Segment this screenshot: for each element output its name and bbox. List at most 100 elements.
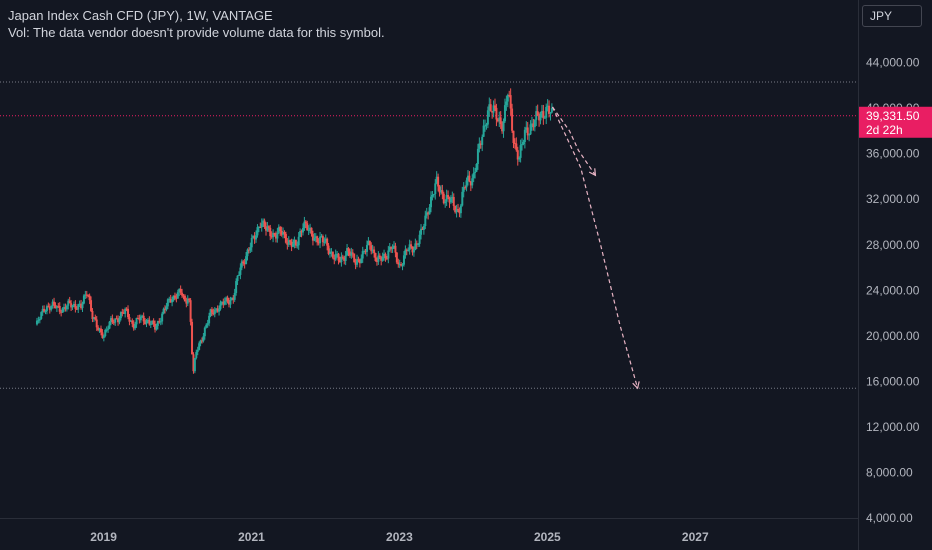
candle-body xyxy=(454,205,457,213)
candle-body xyxy=(486,110,489,125)
candle-body xyxy=(88,295,91,301)
candle-body xyxy=(85,294,88,296)
candle-body xyxy=(215,308,218,310)
candle-body xyxy=(68,300,71,304)
candle-body xyxy=(292,243,295,247)
candle-body xyxy=(276,232,279,239)
candle-body xyxy=(306,223,309,231)
candle-body xyxy=(247,249,250,251)
candle-body xyxy=(80,303,83,309)
candle-body xyxy=(125,308,128,310)
candle-body xyxy=(171,299,174,303)
candle-body xyxy=(512,130,515,143)
candle-body xyxy=(488,104,491,111)
candle-body xyxy=(91,310,94,320)
candle-body xyxy=(499,117,502,124)
projection-path xyxy=(552,106,596,176)
candle-body xyxy=(482,125,485,137)
candle-body xyxy=(404,249,407,256)
candle-body xyxy=(437,176,440,187)
candle-body xyxy=(152,320,155,325)
candle-body xyxy=(149,323,152,325)
candle-body xyxy=(321,236,324,243)
candle-body xyxy=(351,252,354,254)
candle-body xyxy=(225,297,228,302)
candle-body xyxy=(111,318,114,323)
projection-path xyxy=(551,106,639,389)
y-tick-label: 16,000.00 xyxy=(866,374,920,388)
candle-body xyxy=(48,306,51,310)
candle-body xyxy=(293,239,296,244)
candle-body xyxy=(475,163,478,172)
candle-body xyxy=(185,301,188,304)
candle-body xyxy=(519,145,522,158)
currency-button[interactable]: JPY xyxy=(862,5,922,27)
candle-body xyxy=(45,306,48,311)
y-tick-label: 32,000.00 xyxy=(866,192,920,206)
candle-body xyxy=(105,329,108,331)
candle-body xyxy=(65,305,68,310)
candle-body xyxy=(539,113,542,121)
candle-body xyxy=(198,343,201,350)
candle-body xyxy=(176,292,179,299)
candle-body xyxy=(166,299,169,307)
candle-body xyxy=(381,256,384,261)
candle-body xyxy=(63,307,66,309)
y-tick-label: 36,000.00 xyxy=(866,147,920,161)
candle-body xyxy=(501,123,504,132)
candle-body xyxy=(474,171,477,173)
candle-body xyxy=(183,295,186,302)
candle-body xyxy=(445,194,448,202)
candle-body xyxy=(296,245,299,247)
candle-body xyxy=(158,321,161,323)
candle-body xyxy=(189,300,192,322)
candle-body xyxy=(508,95,511,97)
candle-body xyxy=(444,201,447,204)
candle-body xyxy=(438,186,441,193)
candle-body xyxy=(235,281,238,293)
candle-body xyxy=(300,230,303,233)
candle-body xyxy=(526,127,529,136)
projection-paths xyxy=(551,106,640,390)
candle-body xyxy=(418,234,421,244)
candle-body xyxy=(513,142,516,144)
candle-body xyxy=(465,180,468,188)
candle-body xyxy=(37,320,40,322)
candle-body xyxy=(112,322,115,324)
candle-body xyxy=(448,197,451,203)
candle-body xyxy=(481,136,484,145)
candle-body xyxy=(169,298,172,303)
candle-body xyxy=(279,227,282,232)
candle-body xyxy=(432,194,435,196)
candle-body xyxy=(367,241,370,246)
candle-body xyxy=(425,212,428,216)
candle-body xyxy=(388,246,391,251)
candle-body xyxy=(74,303,77,309)
candle-body xyxy=(255,235,258,240)
candle-body xyxy=(374,253,377,262)
candle-body xyxy=(262,220,265,224)
y-tick-label: 44,000.00 xyxy=(866,56,920,70)
candle-body xyxy=(357,259,360,261)
candle-body xyxy=(104,329,107,336)
last-price-value: 39,331.50 xyxy=(866,109,920,123)
candle-body xyxy=(200,340,203,342)
candle-body xyxy=(385,258,388,260)
candle-body xyxy=(94,317,97,320)
candle-body xyxy=(131,320,134,324)
candle-body xyxy=(114,318,117,323)
candle-body xyxy=(192,354,195,372)
candle-body xyxy=(549,112,552,114)
candle-body xyxy=(395,252,398,263)
candle-body xyxy=(118,318,121,323)
candle-body xyxy=(182,295,185,297)
candle-body xyxy=(370,245,373,252)
candle-body xyxy=(233,292,236,300)
y-tick-label: 24,000.00 xyxy=(866,283,920,297)
candle-body xyxy=(410,244,413,247)
candle-body xyxy=(471,178,474,186)
candle-body xyxy=(127,308,130,318)
symbol-title: Japan Index Cash CFD (JPY), 1W, VANTAGE xyxy=(8,8,273,23)
candle-body xyxy=(472,172,475,179)
